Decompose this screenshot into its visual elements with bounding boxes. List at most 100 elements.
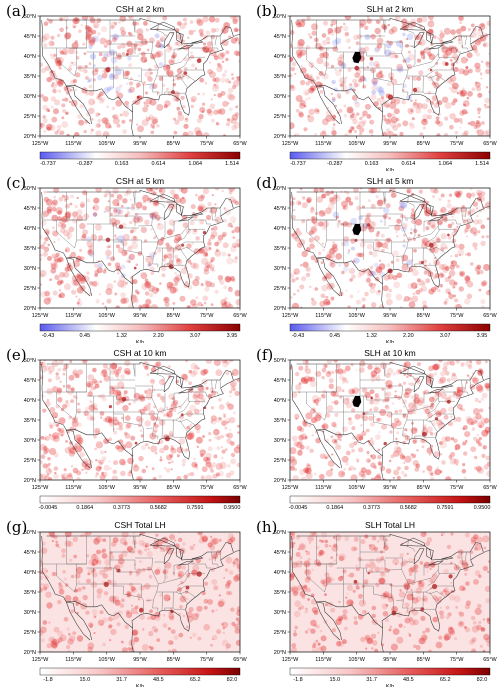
shading-cell xyxy=(200,475,205,480)
lon-tick-label: 85°W xyxy=(167,657,181,663)
shading-cell xyxy=(93,538,100,545)
shading-cell xyxy=(143,583,151,590)
shading-cell xyxy=(300,476,307,480)
shading-cell xyxy=(223,134,226,136)
shading-cell xyxy=(465,600,471,606)
shading-cell xyxy=(197,205,203,212)
shading-cell xyxy=(428,28,434,34)
shading-cell xyxy=(345,38,351,44)
shading-cell xyxy=(303,89,310,96)
shading-cell xyxy=(121,532,129,538)
panel-label: (d) xyxy=(256,174,278,192)
shading-hotspot xyxy=(447,233,450,237)
shading-cell xyxy=(475,67,481,73)
shading-cell xyxy=(161,536,169,544)
shading-cell xyxy=(172,572,175,575)
lat-tick-label: 20°N xyxy=(274,650,286,656)
shading-cell xyxy=(367,273,372,279)
shading-cell xyxy=(305,412,313,420)
shading-cell xyxy=(145,117,151,122)
shading-cell xyxy=(325,371,332,378)
shading-cell xyxy=(295,95,303,102)
shading-cell xyxy=(369,221,376,228)
shading-cell xyxy=(53,188,60,193)
shading-cell xyxy=(380,74,385,79)
colorbar-tick-label: 0.1864 xyxy=(76,505,93,511)
state-border xyxy=(113,585,142,598)
shading-cell xyxy=(428,262,431,266)
shading-cell xyxy=(217,52,225,60)
shading-cell xyxy=(231,368,239,376)
state-border xyxy=(469,379,471,389)
shading-cell xyxy=(361,474,367,479)
shading-cell xyxy=(358,447,364,453)
shading-cell xyxy=(125,415,131,421)
shading-cell xyxy=(77,587,82,592)
shading-cell xyxy=(116,427,119,431)
shading-cell xyxy=(464,532,470,538)
shading-cell xyxy=(62,385,66,388)
shading-cell xyxy=(136,85,139,89)
shading-cell xyxy=(118,422,123,428)
shading-cell xyxy=(480,191,486,196)
colorbar-tick-label: -0.737 xyxy=(290,161,306,167)
shading-cell xyxy=(417,279,424,286)
shading-cell xyxy=(228,591,233,596)
shading-cell xyxy=(361,205,365,209)
shading-cell xyxy=(149,646,154,651)
shading-cell xyxy=(108,245,111,249)
shading-cell xyxy=(330,129,337,135)
shading-cell xyxy=(72,17,80,25)
shading-cell xyxy=(94,68,99,72)
shading-cell xyxy=(459,622,463,626)
shading-cell xyxy=(169,189,176,195)
shading-cell xyxy=(111,363,118,370)
shading-cell xyxy=(290,273,295,279)
shading-cell xyxy=(190,370,197,377)
colorbar-tick-label: 0.9500 xyxy=(474,505,491,511)
shading-cell xyxy=(57,89,62,93)
shading-cell xyxy=(132,100,137,105)
shading-cell xyxy=(429,432,434,436)
shading-cell xyxy=(399,553,404,558)
shading-cell xyxy=(407,50,411,54)
shading-cell xyxy=(57,641,61,644)
shading-cell xyxy=(415,587,422,594)
shading-cell xyxy=(86,26,91,31)
shading-cell xyxy=(371,85,377,91)
shading-cell xyxy=(409,619,416,626)
shading-cell xyxy=(91,118,94,121)
shading-cell xyxy=(189,220,195,226)
shading-cell xyxy=(414,99,417,102)
shading-cell xyxy=(290,200,295,206)
shading-cell xyxy=(204,457,212,464)
shading-cell xyxy=(336,640,342,647)
lon-tick-label: 85°W xyxy=(417,657,431,663)
shading-cell xyxy=(459,126,462,129)
lat-tick-label: 25°N xyxy=(274,630,286,636)
shading-cell xyxy=(98,466,102,470)
shading-cell xyxy=(345,596,348,599)
shading-layer xyxy=(290,188,490,308)
shading-cell xyxy=(70,609,75,614)
shading-cell xyxy=(225,277,229,281)
shading-cell xyxy=(61,223,67,229)
shading-cell xyxy=(96,557,100,560)
shading-cell xyxy=(395,17,399,21)
shading-cell xyxy=(310,226,317,233)
shading-cell xyxy=(386,367,394,375)
shading-cell xyxy=(403,626,406,628)
shading-cell xyxy=(194,365,199,370)
shading-cell xyxy=(309,285,312,289)
shading-cell xyxy=(350,363,354,367)
shading-cell xyxy=(65,400,69,404)
shading-cell xyxy=(308,230,314,236)
state-border xyxy=(172,263,185,266)
shading-cell xyxy=(407,53,415,61)
shading-cell xyxy=(319,46,326,52)
shading-cell xyxy=(106,298,112,304)
shading-cell xyxy=(350,238,356,244)
great-lake xyxy=(163,548,175,565)
state-border xyxy=(324,392,327,421)
shading-cell xyxy=(171,448,175,451)
